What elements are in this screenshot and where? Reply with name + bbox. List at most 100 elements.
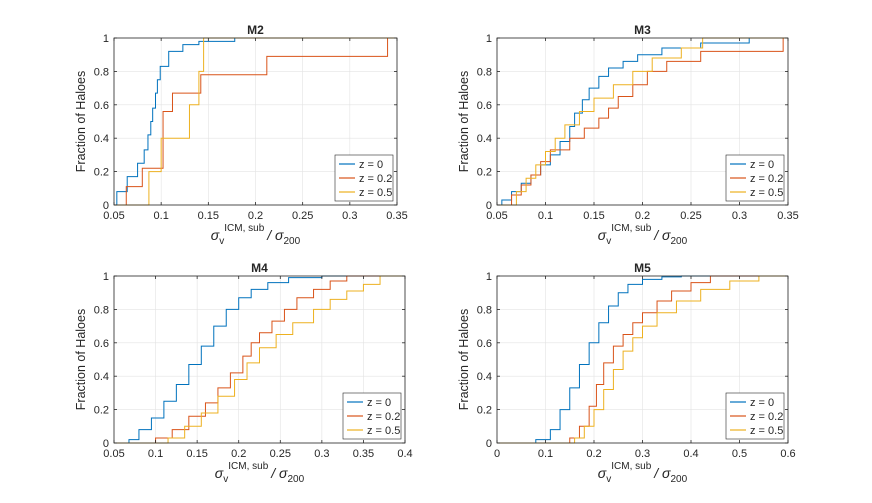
y-tick-label: 0.2 [94,405,109,417]
y-tick-label: 1 [486,271,492,283]
chart-title: M4 [251,261,268,275]
x-axis-label-symbol: σ [598,465,607,481]
y-tick-label: 0.4 [94,133,109,145]
y-axis-label: Fraction of Haloes [457,71,471,172]
legend-label: z = 0.2 [359,173,392,185]
series-line-z-1 [497,37,788,206]
x-tick-label: 0.25 [270,448,291,460]
x-tick-label: 0.15 [583,210,604,222]
x-tick-label: 0.1 [538,210,553,222]
x-axis-label: σvICM, sub / σ200 [211,223,301,247]
x-axis-label-rest: / σ [653,227,671,243]
x-tick-label: 0.1 [538,448,553,460]
legend: z = 0 z = 0.2 z = 0.5 [342,392,402,440]
x-axis-label-symbol: σ [598,227,607,243]
series-line-z-2 [497,275,788,444]
x-axis-label-sup: ICM, sub [611,461,651,472]
x-axis-label-rest-sub: 200 [671,236,688,247]
x-tick-label: 0.15 [198,210,219,222]
legend: z = 0 z = 0.2 z = 0.5 [725,154,785,202]
x-tick-label: 0.35 [353,448,374,460]
x-tick-label: 0.2 [248,210,263,222]
series-line-z-0 [497,275,788,444]
x-axis-label-sub: v [223,474,228,485]
x-tick-label: 0.3 [732,210,747,222]
x-tick-label: 0.3 [635,448,650,460]
panel-m2: 0.05 0.1 0.15 0.2 0.25 0.3 0.35 0 0.2 0.4 0.6 0.8 1 M… [74,23,408,247]
y-tick-label: 0.6 [94,338,109,350]
x-tick-label: 0.2 [231,448,246,460]
x-tick-label: 0.35 [386,210,407,222]
y-tick-label: 0.8 [477,66,492,78]
y-tick-label: 0.4 [94,371,109,383]
x-tick-label: 0.2 [586,448,601,460]
x-tick-label: 0.1 [148,448,163,460]
panel-m5: 0 0.1 0.2 0.3 0.4 0.5 0.6 0 0.2 0.4 0.6 0.8 1 M5 Fract… [457,261,796,485]
x-tick-label: 0.4 [683,448,698,460]
legend: z = 0 z = 0.2 z = 0.5 [725,392,785,440]
x-axis-label-rest: / σ [270,465,288,481]
series-line-z-0 [114,37,397,206]
x-tick-label: 0.5 [732,448,747,460]
y-tick-label: 0.8 [94,66,109,78]
x-axis-label-rest: / σ [266,227,284,243]
y-tick-label: 1 [103,33,109,45]
x-axis-label-rest: / σ [653,465,671,481]
series-line-z-0 [114,275,405,444]
y-tick-label: 0.8 [94,304,109,316]
legend-label: z = 0 [367,397,391,409]
chart-title: M2 [247,23,264,37]
x-axis-label: σvICM, sub / σ200 [598,223,688,247]
x-tick-label: 0.6 [780,448,795,460]
x-tick-label: 0.25 [680,210,701,222]
y-tick-label: 0.2 [477,167,492,179]
legend-label: z = 0.5 [750,187,783,199]
x-axis-label-sub: v [606,474,611,485]
y-tick-label: 0.2 [94,167,109,179]
legend-label: z = 0.5 [367,425,400,437]
x-tick-label: 0.1 [154,210,169,222]
x-axis-label-rest-sub: 200 [284,236,301,247]
legend-label: z = 0 [359,159,383,171]
x-tick-label: 0.25 [292,210,313,222]
x-axis-label-rest-sub: 200 [288,474,305,485]
y-axis-label: Fraction of Haloes [457,309,471,410]
x-tick-label: 0.3 [314,448,329,460]
y-tick-label: 0.4 [477,371,492,383]
legend-label: z = 0 [750,159,774,171]
y-tick-label: 0.8 [477,304,492,316]
y-tick-label: 0.2 [477,405,492,417]
legend-label: z = 0.2 [750,411,783,423]
x-tick-label: 0.05 [103,210,124,222]
legend-label: z = 0.2 [367,411,400,423]
x-tick-label: 0.35 [777,210,798,222]
legend-label: z = 0.5 [359,187,392,199]
x-axis-label-sup: ICM, sub [224,223,264,234]
x-tick-label: 0 [494,448,500,460]
x-axis-label-sub: v [606,236,611,247]
x-axis-label-sup: ICM, sub [228,461,268,472]
chart-title: M5 [634,261,651,275]
y-tick-label: 1 [103,271,109,283]
y-tick-label: 0 [486,438,492,450]
y-tick-label: 0.4 [477,133,492,145]
x-tick-label: 0.05 [103,448,124,460]
axes-box [113,275,406,444]
chart-title: M3 [634,23,651,37]
x-axis-label: σvICM, sub / σ200 [215,461,305,485]
x-axis-label-symbol: σ [211,227,220,243]
series-line-z-2 [114,37,397,206]
x-axis-label-symbol: σ [215,465,224,481]
x-tick-label: 0.4 [397,448,412,460]
x-axis-label-rest-sub: 200 [671,474,688,485]
legend-label: z = 0.2 [750,173,783,185]
legend: z = 0 z = 0.2 z = 0.5 [334,154,394,202]
y-axis-label: Fraction of Haloes [74,71,88,172]
x-axis-label-sup: ICM, sub [611,223,651,234]
y-tick-label: 0 [103,438,109,450]
series-line-z-0 [497,37,788,206]
x-axis-label: σvICM, sub / σ200 [598,461,688,485]
series-line-z-2 [114,275,405,444]
y-tick-label: 0.6 [477,100,492,112]
